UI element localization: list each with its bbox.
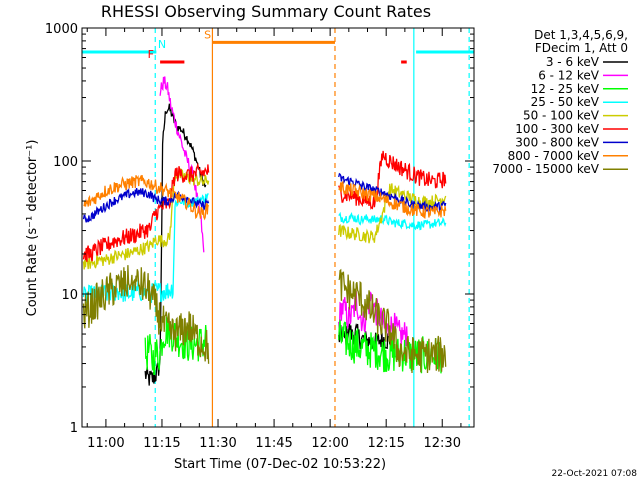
series-line-1 [144,103,207,386]
legend-header-line-2: FDecim 1, Att 0 [535,41,628,55]
y-tick-label-4: 1000 [45,22,78,37]
legend-label-3: 12 - 25 keV [531,82,600,96]
legend-label-1: 3 - 6 keV [546,55,600,69]
legend: Det 1,3,4,5,6,9, FDecim 1, Att 0 3 - 6 k… [492,28,628,176]
flag-F-label: F [148,48,154,61]
x-tick-label-3: 11:30 [199,436,236,451]
legend-header-line-1: Det 1,3,4,5,6,9, [534,28,628,42]
legend-label-5: 50 - 100 keV [523,109,600,123]
chart-title: RHESSI Observing Summary Count Rates [101,2,431,21]
legend-label-8: 800 - 7000 keV [508,149,600,163]
series-line-2 [159,76,205,253]
plot-data: NF S [82,28,474,427]
x-tick-label-7: 12:30 [424,436,461,451]
timestamp-footer: 22-Oct-2021 07:08 [552,469,638,479]
y-tick-label-3: 100 [53,155,78,170]
series-line-6 [82,162,210,262]
x-tick-label-5: 12:00 [311,436,348,451]
legend-label-4: 25 - 50 keV [531,95,600,109]
y-tick-label-1: 1 [70,421,78,436]
series-line-8 [83,174,210,221]
series-line-9 [82,265,210,364]
series-line-9 [338,268,447,374]
x-axis-label: Start Time (07-Dec-02 10:53:22) [174,457,386,472]
x-tick-label-1: 11:00 [87,436,124,451]
y-axis-label: Count Rate (s⁻¹ detector⁻¹) [25,140,40,317]
legend-label-7: 300 - 800 keV [515,135,599,149]
x-tick-label-2: 11:15 [143,436,180,451]
y-tick-label-2: 10 [61,288,78,303]
series-line-6 [338,150,447,210]
series-line-7 [82,187,210,223]
flag-N-label: N [158,38,166,51]
series-line-3 [338,319,443,374]
series-line-4 [338,211,447,231]
plot-area [82,28,470,427]
x-tick-label-6: 12:15 [367,436,404,451]
flag-S-label: S [204,28,211,41]
legend-label-6: 100 - 300 keV [515,122,599,136]
x-tick-label-4: 11:45 [255,436,292,451]
series-line-5 [82,167,210,270]
axis-ticks: 11:00 11:15 11:30 11:45 12:00 12:15 12:30 1 10 10… [45,22,474,451]
legend-label-2: 6 - 12 keV [538,68,600,82]
series-line-8 [338,180,447,219]
legend-label-9: 7000 - 15000 keV [492,162,599,176]
plot-frame [81,27,475,428]
plot-axes [81,27,475,428]
